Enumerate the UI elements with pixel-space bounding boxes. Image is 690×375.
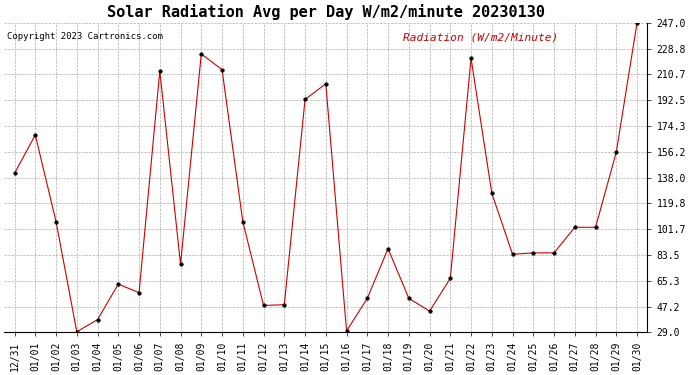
Text: Copyright 2023 Cartronics.com: Copyright 2023 Cartronics.com xyxy=(8,32,164,41)
Text: Radiation (W/m2/Minute): Radiation (W/m2/Minute) xyxy=(403,32,558,42)
Title: Solar Radiation Avg per Day W/m2/minute 20230130: Solar Radiation Avg per Day W/m2/minute … xyxy=(107,4,545,20)
